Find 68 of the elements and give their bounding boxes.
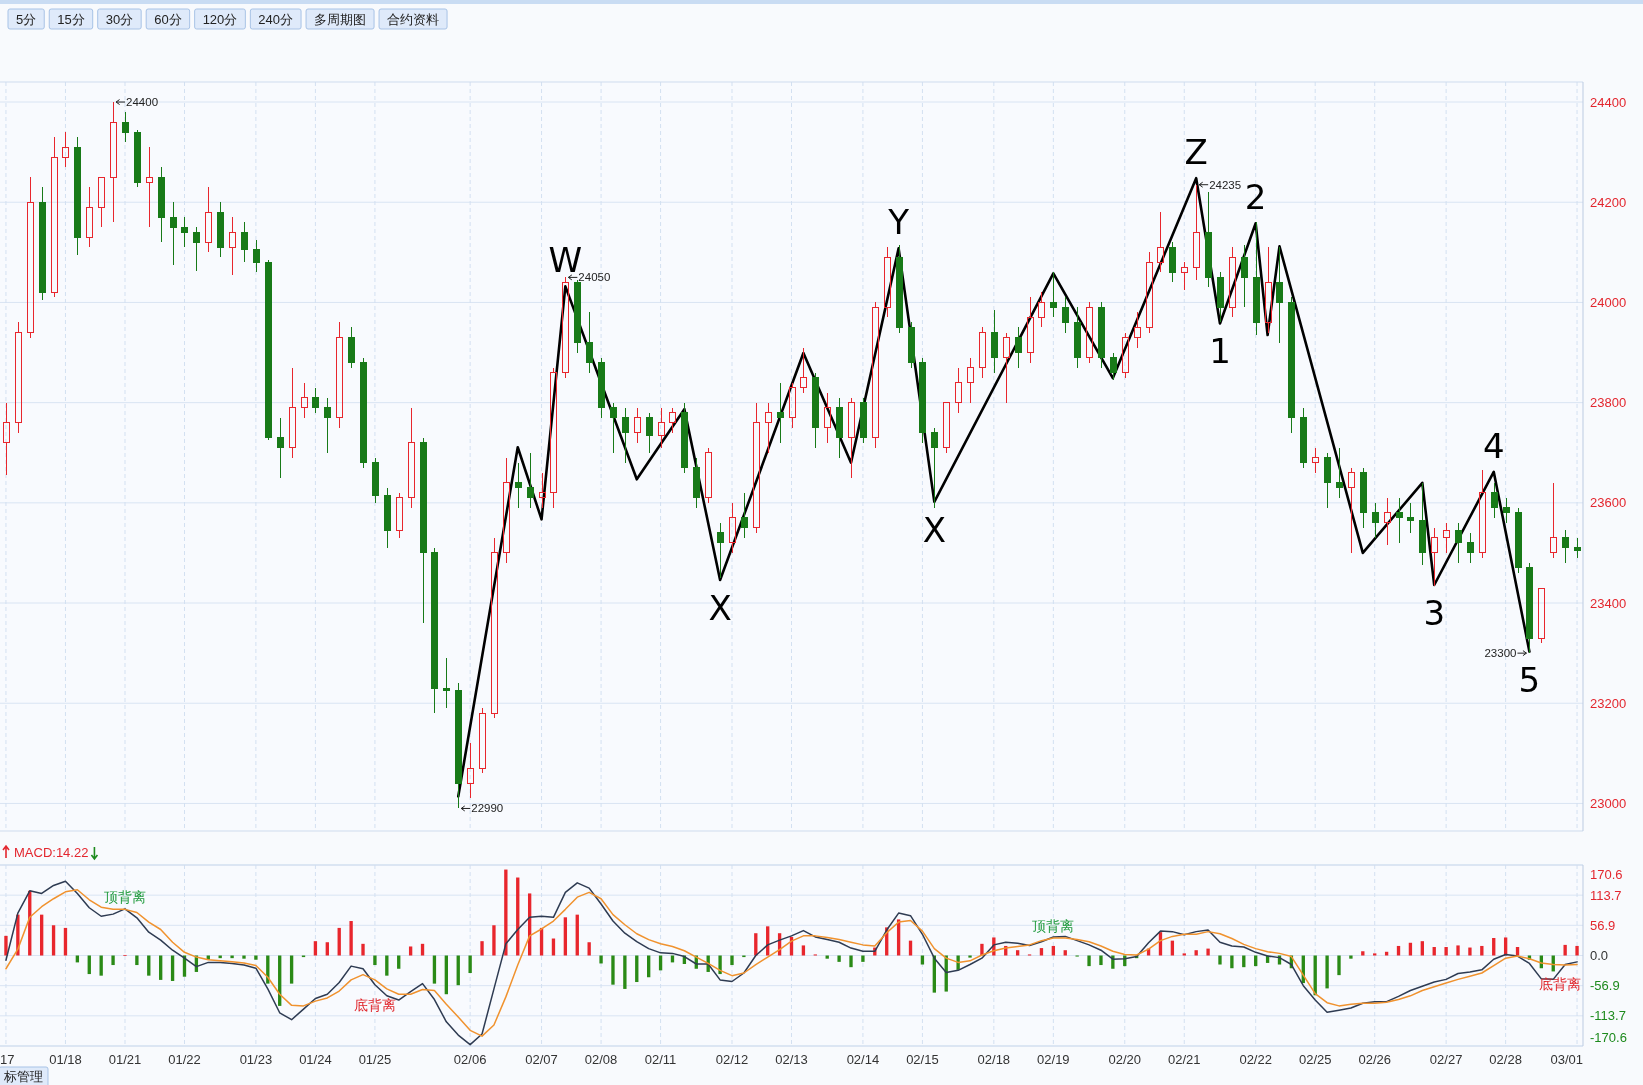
annotation: 顶背离 <box>103 888 146 905</box>
y-tick-label: 23800 <box>1590 395 1627 411</box>
x-tick-label: 01/21 <box>108 1052 142 1067</box>
x-tick-label: 02/21 <box>1168 1052 1201 1067</box>
x-tick-label: 17 <box>0 1052 15 1067</box>
annotation: 5 <box>1518 659 1541 700</box>
annotation: 4 <box>1482 425 1505 466</box>
x-tick-label: 02/15 <box>906 1052 939 1067</box>
annotation: 2 <box>1244 177 1267 218</box>
x-tick-label: 02/11 <box>644 1052 677 1067</box>
text: 60分 <box>154 11 182 27</box>
x-tick-label: 02/08 <box>584 1052 618 1067</box>
x-tick-label: 02/07 <box>525 1052 558 1067</box>
y-tick-label: 23200 <box>1590 695 1627 711</box>
y-tick-label: 23400 <box>1590 595 1627 611</box>
x-tick-label: 02/06 <box>453 1052 487 1067</box>
y-tick-label: 23600 <box>1590 495 1627 511</box>
annotation: 3 <box>1423 592 1446 633</box>
x-tick-label: 02/28 <box>1489 1052 1522 1067</box>
y-tick-label: 170.6 <box>1590 866 1623 882</box>
text: 5分 <box>16 11 37 27</box>
text: 24050 <box>578 271 611 284</box>
x-tick-label: 02/12 <box>715 1052 749 1067</box>
x-tick-label: 01/18 <box>49 1052 82 1067</box>
text: 24400 <box>126 96 159 109</box>
text: 标管理 <box>3 1069 43 1084</box>
y-tick-label: -170.6 <box>1590 1029 1627 1045</box>
annotation: 顶背离 <box>1032 917 1075 934</box>
annotation: Y <box>887 202 910 243</box>
x-tick-label: 02/25 <box>1298 1052 1332 1067</box>
y-tick-label: 113.7 <box>1590 887 1622 903</box>
text: 24235 <box>1209 178 1242 191</box>
annotation: 底背离 <box>353 996 396 1013</box>
text: 多周期图 <box>314 11 367 27</box>
x-tick-label: 01/22 <box>168 1052 201 1067</box>
x-tick-label: 02/18 <box>977 1052 1011 1067</box>
annotation: 底背离 <box>1539 976 1581 993</box>
annotation: X <box>922 509 946 550</box>
text: 30分 <box>105 11 134 27</box>
y-tick-label: -113.7 <box>1590 1008 1626 1024</box>
x-tick-label: 01/25 <box>358 1052 392 1067</box>
x-tick-label: 02/26 <box>1358 1052 1391 1067</box>
y-tick-label: 0.0 <box>1590 948 1609 964</box>
text: 23300 <box>1484 647 1517 660</box>
x-tick-label: 02/20 <box>1108 1052 1142 1067</box>
y-tick-label: -56.9 <box>1590 978 1620 994</box>
x-tick-label: 02/19 <box>1037 1052 1070 1067</box>
x-tick-label: 02/22 <box>1239 1052 1272 1067</box>
text: 240分 <box>258 11 294 27</box>
x-tick-label: 02/14 <box>846 1052 880 1067</box>
y-tick-label: 56.9 <box>1590 917 1616 933</box>
y-tick-label: 24400 <box>1590 94 1627 110</box>
chart-title: MACD:14.22 <box>14 845 89 860</box>
x-tick-label: 03/01 <box>1550 1052 1583 1067</box>
x-tick-label: 01/24 <box>299 1052 332 1067</box>
y-tick-label: 24000 <box>1590 294 1627 310</box>
annotation: Z <box>1184 132 1208 173</box>
annotation: X <box>708 587 732 628</box>
text: 120分 <box>202 11 238 27</box>
y-tick-label: 24200 <box>1590 194 1627 210</box>
text: 合约资料 <box>387 11 440 27</box>
x-tick-label: 02/27 <box>1429 1052 1463 1067</box>
text: 22990 <box>471 802 504 815</box>
annotation: 1 <box>1209 331 1231 372</box>
y-tick-label: 23000 <box>1590 795 1627 811</box>
text: 15分 <box>57 11 85 27</box>
x-tick-label: 02/13 <box>775 1052 808 1067</box>
x-tick-label: 01/23 <box>239 1052 273 1067</box>
